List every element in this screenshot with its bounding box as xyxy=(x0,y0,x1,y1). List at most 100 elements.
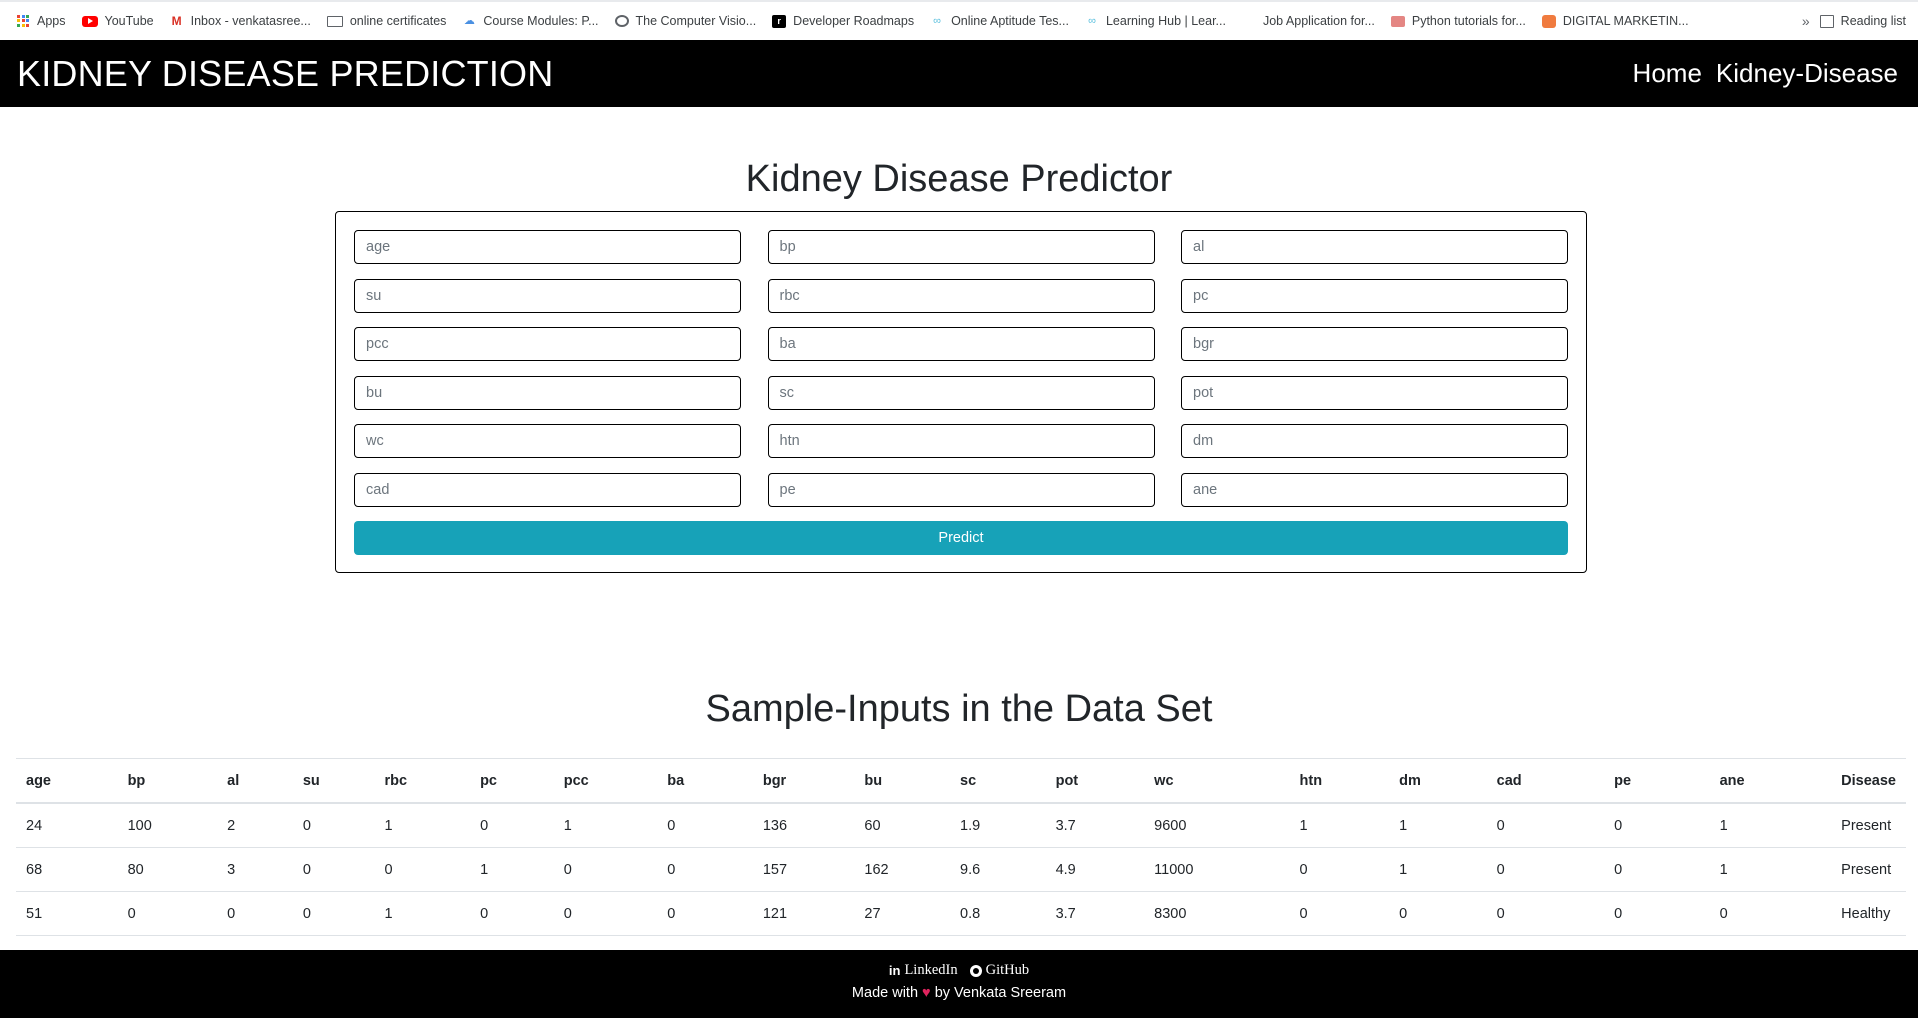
sc-input[interactable] xyxy=(767,375,1155,410)
dm-input[interactable] xyxy=(1181,424,1568,458)
column-header: Disease xyxy=(1831,758,1906,804)
bookmark-python-tutorials[interactable]: Python tutorials for... xyxy=(1390,14,1526,28)
table-cell: 0 xyxy=(1289,891,1390,936)
table-cell: 0 xyxy=(1486,847,1605,892)
table-cell: 60 xyxy=(854,803,951,848)
nav-link-home[interactable]: Home xyxy=(1632,58,1702,88)
table-cell: 4.9 xyxy=(1045,847,1145,892)
column-header: dm xyxy=(1389,758,1487,804)
column-header: rbc xyxy=(374,758,471,804)
bookmark-developer-roadmaps[interactable]: r Developer Roadmaps xyxy=(772,14,914,28)
cad-input[interactable] xyxy=(354,472,741,507)
bookmark-label: Job Application for... xyxy=(1262,14,1375,28)
social-links: in LinkedIn GitHub xyxy=(0,962,1918,979)
table-cell: 1 xyxy=(374,891,471,936)
table-cell: 8300 xyxy=(1144,891,1290,936)
bookmark-label: online certificates xyxy=(349,14,447,28)
bookmark-youtube[interactable]: YouTube xyxy=(81,14,154,28)
pc-input[interactable] xyxy=(1181,278,1568,313)
table-cell: 80 xyxy=(117,847,218,892)
roadmap-icon: r xyxy=(772,14,787,28)
bookmark-aptitude-test[interactable]: ∞ Online Aptitude Tes... xyxy=(930,14,1069,28)
bookmark-learning-hub[interactable]: ∞ Learning Hub | Lear... xyxy=(1085,14,1226,28)
table-cell: 1 xyxy=(1709,847,1832,892)
computer-vision-icon xyxy=(614,15,629,27)
bookmark-apps[interactable]: Apps xyxy=(16,14,66,28)
table-cell: 157 xyxy=(752,847,855,892)
bookmarks-bar: Apps YouTube M Inbox - venkatasree... on… xyxy=(0,0,1918,40)
linkedin-label: LinkedIn xyxy=(904,962,958,978)
made-prefix: Made with xyxy=(851,985,919,1001)
input-grid xyxy=(354,230,1568,507)
column-header: ane xyxy=(1709,758,1832,804)
navbar-brand[interactable]: KIDNEY DISEASE PREDICTION xyxy=(17,52,554,94)
pot-input[interactable] xyxy=(1181,375,1568,410)
certificate-icon xyxy=(326,15,343,27)
table-cell: 0 xyxy=(1604,891,1710,936)
table-row: 24 100 2 0 1 0 1 0 136 60 1.9 3.7 9600 1… xyxy=(16,803,1906,848)
bookmark-label: Course Modules: P... xyxy=(483,14,599,28)
table-cell: 1.9 xyxy=(950,803,1046,848)
table-cell: 3.7 xyxy=(1045,803,1145,848)
column-header: bp xyxy=(117,758,218,804)
table-cell: 3 xyxy=(217,847,293,892)
table-cell: 0 xyxy=(292,891,375,936)
bu-input[interactable] xyxy=(354,375,741,410)
made-with-text: Made with ♥ by Venkata Sreeram xyxy=(0,985,1918,1001)
table-cell: 9.6 xyxy=(950,847,1046,892)
table-cell: 0 xyxy=(553,891,658,936)
gmail-icon: M xyxy=(171,14,182,28)
bookmark-digital-marketing[interactable]: DIGITAL MARKETIN... xyxy=(1541,14,1689,28)
column-header: pe xyxy=(1604,758,1710,804)
table-cell: 1 xyxy=(1709,803,1832,848)
linkedin-icon: in xyxy=(888,963,901,978)
table-cell: 0 xyxy=(657,891,753,936)
samples-table-wrapper: age bp al su rbc pc pcc ba bgr bu sc pot… xyxy=(16,758,1906,936)
table-cell: 0 xyxy=(217,891,293,936)
more-bookmarks-icon[interactable]: » xyxy=(1801,13,1810,29)
navbar: KIDNEY DISEASE PREDICTION Home Kidney-Di… xyxy=(0,40,1918,107)
wc-input[interactable] xyxy=(354,424,741,458)
column-header: pc xyxy=(470,758,554,804)
pcc-input[interactable] xyxy=(354,327,741,361)
table-cell: 0.8 xyxy=(950,891,1046,936)
github-link[interactable]: GitHub xyxy=(969,962,1030,979)
table-cell: 162 xyxy=(854,847,951,892)
bookmark-computer-vision[interactable]: The Computer Visio... xyxy=(614,14,756,28)
bookmark-job-application[interactable]: Job Application for... xyxy=(1242,14,1375,28)
linkedin-link[interactable]: in LinkedIn xyxy=(889,962,958,979)
al-input[interactable] xyxy=(1181,230,1568,264)
ba-input[interactable] xyxy=(767,327,1155,361)
bp-input[interactable] xyxy=(767,230,1155,264)
bookmark-label: YouTube xyxy=(104,14,154,28)
bookmark-label: Developer Roadmaps xyxy=(793,14,915,28)
footer: in LinkedIn GitHub Made with ♥ by Venkat… xyxy=(0,950,1918,1018)
bookmark-course-modules[interactable]: ☁ Course Modules: P... xyxy=(462,14,599,28)
bookmark-online-certificates[interactable]: online certificates xyxy=(326,14,447,28)
htn-input[interactable] xyxy=(767,424,1155,458)
column-header: pot xyxy=(1045,758,1145,804)
course-icon: ☁ xyxy=(463,14,475,27)
predict-button[interactable]: Predict xyxy=(354,521,1568,555)
age-input[interactable] xyxy=(354,230,741,264)
rbc-input[interactable] xyxy=(767,278,1155,313)
github-label: GitHub xyxy=(985,962,1030,978)
reading-list-button[interactable]: Reading list xyxy=(1819,14,1906,28)
table-cell: 0 xyxy=(657,803,753,848)
bookmark-gmail[interactable]: M Inbox - venkatasree... xyxy=(170,14,311,28)
column-header: htn xyxy=(1289,758,1390,804)
nav-link-kidney-disease[interactable]: Kidney-Disease xyxy=(1715,58,1898,88)
table-cell: 0 xyxy=(1289,847,1390,892)
table-header-row: age bp al su rbc pc pcc ba bgr bu sc pot… xyxy=(16,758,1906,804)
python-icon xyxy=(1390,15,1405,27)
column-header: ba xyxy=(657,758,753,804)
bgr-input[interactable] xyxy=(1181,327,1568,361)
table-row: 68 80 3 0 0 1 0 0 157 162 9.6 4.9 11000 … xyxy=(16,847,1906,892)
ane-input[interactable] xyxy=(1181,472,1568,507)
column-header: sc xyxy=(950,758,1046,804)
table-cell: Present xyxy=(1831,847,1906,892)
su-input[interactable] xyxy=(354,278,741,313)
table-cell: 9600 xyxy=(1144,803,1290,848)
pe-input[interactable] xyxy=(767,472,1155,507)
column-header: al xyxy=(217,758,293,804)
